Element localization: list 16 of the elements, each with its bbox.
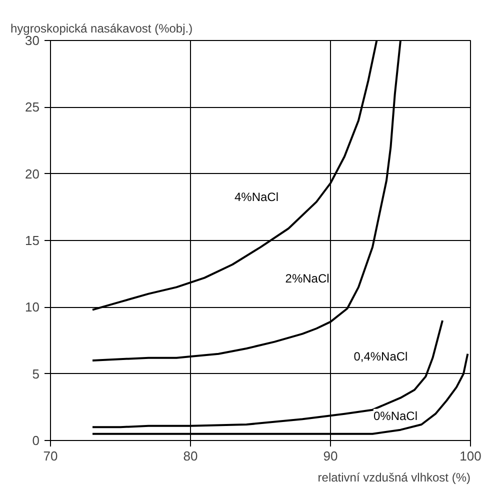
text: 2%NaCl (285, 272, 330, 286)
x-tick-label: 90 (323, 448, 338, 464)
x-tick-label: 100 (460, 448, 482, 464)
series-label: 0%NaCl (373, 408, 418, 423)
text: 4%NaCl (234, 190, 279, 204)
y-tick-label: 0 (32, 433, 40, 448)
x-axis-title: relativní vzdušná vlhkost (%) (318, 470, 471, 484)
y-tick-label: 20 (25, 166, 40, 182)
y-axis-title: hygroskopická nasákavost (%obj.) (10, 22, 193, 36)
y-tick-label: 10 (25, 300, 40, 315)
series-label: 0,4%NaCl (354, 350, 408, 364)
y-tick-label: 25 (25, 100, 40, 115)
x-tick-label: 80 (183, 448, 198, 464)
y-tick-label: 5 (32, 366, 40, 382)
y-tick-label: 15 (25, 233, 40, 248)
x-tick-label: 70 (43, 448, 58, 464)
